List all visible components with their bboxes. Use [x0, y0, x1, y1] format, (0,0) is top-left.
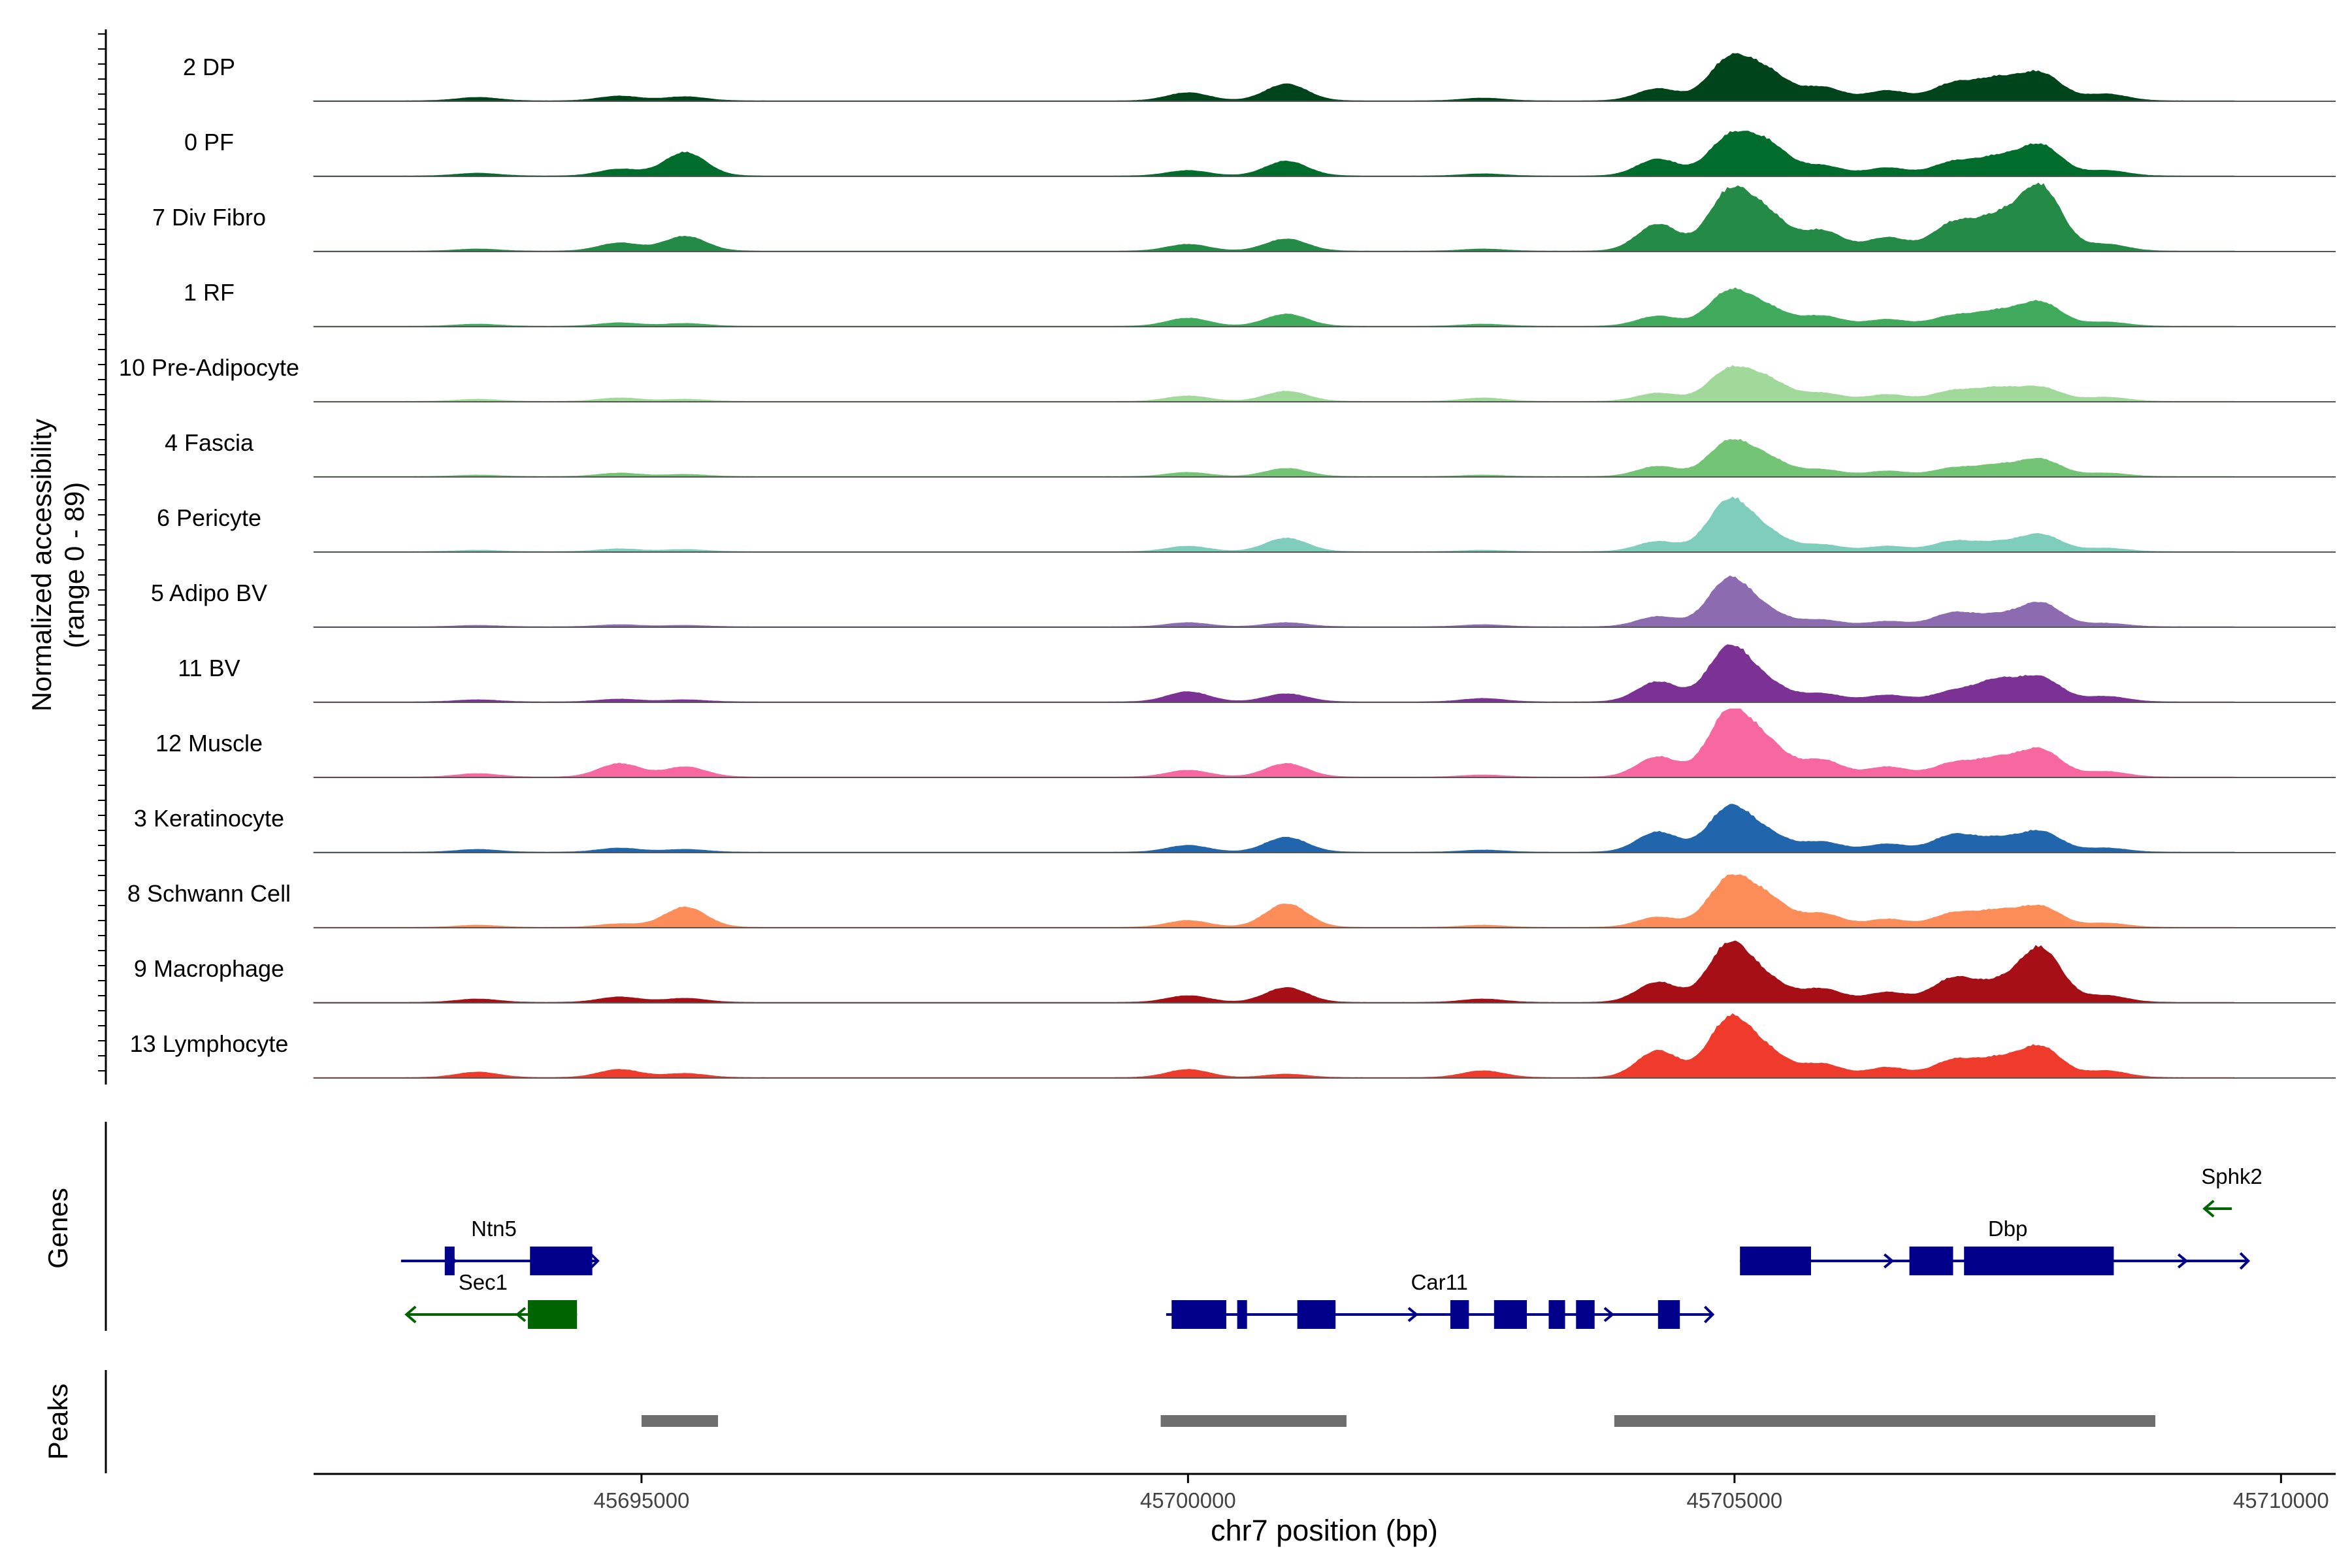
- x-tick-label: 45700000: [1140, 1488, 1236, 1512]
- track-8: 5 Adipo BV: [151, 575, 2336, 628]
- coverage-area: [313, 940, 2235, 1004]
- strand-chevron: [1883, 1253, 1895, 1269]
- coverage-area: [313, 874, 2235, 928]
- coverage-area: [313, 182, 2235, 252]
- coverage-area: [313, 804, 2235, 853]
- track-label: 0 PF: [184, 129, 234, 155]
- track-label: 11 BV: [178, 655, 240, 681]
- track-2: 0 PF: [184, 129, 2336, 177]
- exon: [530, 1247, 593, 1275]
- strand-chevron: [1603, 1307, 1615, 1322]
- gene-label: Sec1: [459, 1270, 508, 1294]
- track-11: 3 Keratinocyte: [134, 804, 2336, 853]
- track-label: 4 Fascia: [165, 429, 254, 456]
- peak-region: [1160, 1415, 1347, 1427]
- coverage-area: [313, 708, 2235, 778]
- exon: [1658, 1300, 1680, 1329]
- y-axis-title-line1: Normalized accessibility: [26, 419, 57, 711]
- exon: [1171, 1300, 1226, 1329]
- exon: [1450, 1300, 1469, 1329]
- track-label: 9 Macrophage: [134, 955, 284, 982]
- exon: [1494, 1300, 1527, 1329]
- coverage-area: [313, 438, 2235, 478]
- gene-label: Dbp: [1988, 1217, 2028, 1241]
- gene-track: Ntn5 Sec1 Car11 Dbp Sphk2: [400, 1164, 2262, 1329]
- exon: [1548, 1300, 1565, 1329]
- track-5: 10 Pre-Adipocyte: [119, 354, 2336, 402]
- strand-chevron: [2239, 1252, 2250, 1270]
- coverage-area: [313, 575, 2235, 628]
- gene-car11: Car11: [1166, 1270, 1715, 1329]
- peak-region: [1614, 1415, 2155, 1427]
- track-label: 8 Schwann Cell: [127, 880, 291, 907]
- track-14: 13 Lymphocyte: [130, 1013, 2336, 1079]
- gene-ntn5: Ntn5: [400, 1217, 600, 1275]
- track-label: 2 DP: [183, 54, 235, 80]
- exon: [1740, 1247, 1811, 1275]
- x-axis-title: chr7 position (bp): [1211, 1514, 1438, 1547]
- gene-label: Car11: [1411, 1270, 1467, 1294]
- gene-label: Ntn5: [471, 1217, 517, 1241]
- strand-chevron: [2177, 1253, 2189, 1269]
- track-12: 8 Schwann Cell: [127, 874, 2336, 928]
- coverage-tracks: 2 DP 0 PF 7 Div Fibro 1 RF 10 Pre-Adipocyte 4…: [119, 53, 2336, 1079]
- exon: [1237, 1300, 1247, 1329]
- coverage-area: [313, 1013, 2235, 1079]
- strand-arrowhead: [404, 1305, 417, 1324]
- coverage-area: [313, 365, 2235, 402]
- track-label: 3 Keratinocyte: [134, 805, 284, 832]
- exon: [1576, 1300, 1595, 1329]
- track-label: 1 RF: [184, 279, 235, 306]
- exon: [1964, 1247, 2114, 1275]
- coverage-area: [313, 131, 2235, 177]
- coverage-y-ticks: [98, 33, 106, 1071]
- exon: [1297, 1300, 1336, 1329]
- peak-track: [641, 1415, 2155, 1427]
- track-6: 4 Fascia: [165, 429, 2336, 478]
- exon: [527, 1300, 578, 1329]
- peaks-panel-title: Peaks: [42, 1384, 73, 1460]
- coverage-area: [313, 644, 2235, 703]
- track-1: 2 DP: [183, 53, 2336, 102]
- track-9: 11 BV: [178, 644, 2336, 703]
- genes-panel-title: Genes: [42, 1188, 73, 1269]
- strand-chevron: [589, 1252, 600, 1270]
- strand-chevron: [1703, 1305, 1715, 1324]
- coverage-area: [313, 287, 2235, 327]
- coverage-area: [313, 53, 2235, 102]
- y-axis-title-line2: (range 0 - 89): [59, 482, 90, 648]
- track-10: 12 Muscle: [155, 708, 2336, 778]
- track-4: 1 RF: [184, 279, 2336, 327]
- strand-chevron: [515, 1307, 527, 1322]
- x-tick-label: 45710000: [2233, 1488, 2329, 1512]
- track-label: 13 Lymphocyte: [130, 1030, 289, 1057]
- x-tick-label: 45705000: [1686, 1488, 1782, 1512]
- strand-arrowhead: [2202, 1200, 2215, 1218]
- track-label: 6 Pericyte: [157, 504, 261, 531]
- gene-dbp: Dbp: [1740, 1217, 2250, 1275]
- strand-chevron: [1407, 1307, 1419, 1322]
- exon: [444, 1247, 455, 1275]
- track-7: 6 Pericyte: [157, 496, 2336, 553]
- track-label: 12 Muscle: [155, 730, 263, 757]
- track-label: 5 Adipo BV: [151, 580, 267, 606]
- track-label: 7 Div Fibro: [152, 204, 266, 231]
- peak-region: [641, 1415, 718, 1427]
- gene-sphk2: Sphk2: [2201, 1164, 2262, 1218]
- track-3: 7 Div Fibro: [152, 182, 2336, 252]
- gene-sec1: Sec1: [404, 1270, 578, 1329]
- x-tick-label: 45695000: [593, 1488, 689, 1512]
- track-13: 9 Macrophage: [134, 940, 2336, 1004]
- coverage-area: [313, 496, 2235, 553]
- track-label: 10 Pre-Adipocyte: [119, 354, 299, 381]
- gene-label: Sphk2: [2201, 1164, 2262, 1188]
- exon: [1909, 1247, 1953, 1275]
- x-axis-ticks: 45695000 45700000 45705000 45710000: [593, 1474, 2329, 1512]
